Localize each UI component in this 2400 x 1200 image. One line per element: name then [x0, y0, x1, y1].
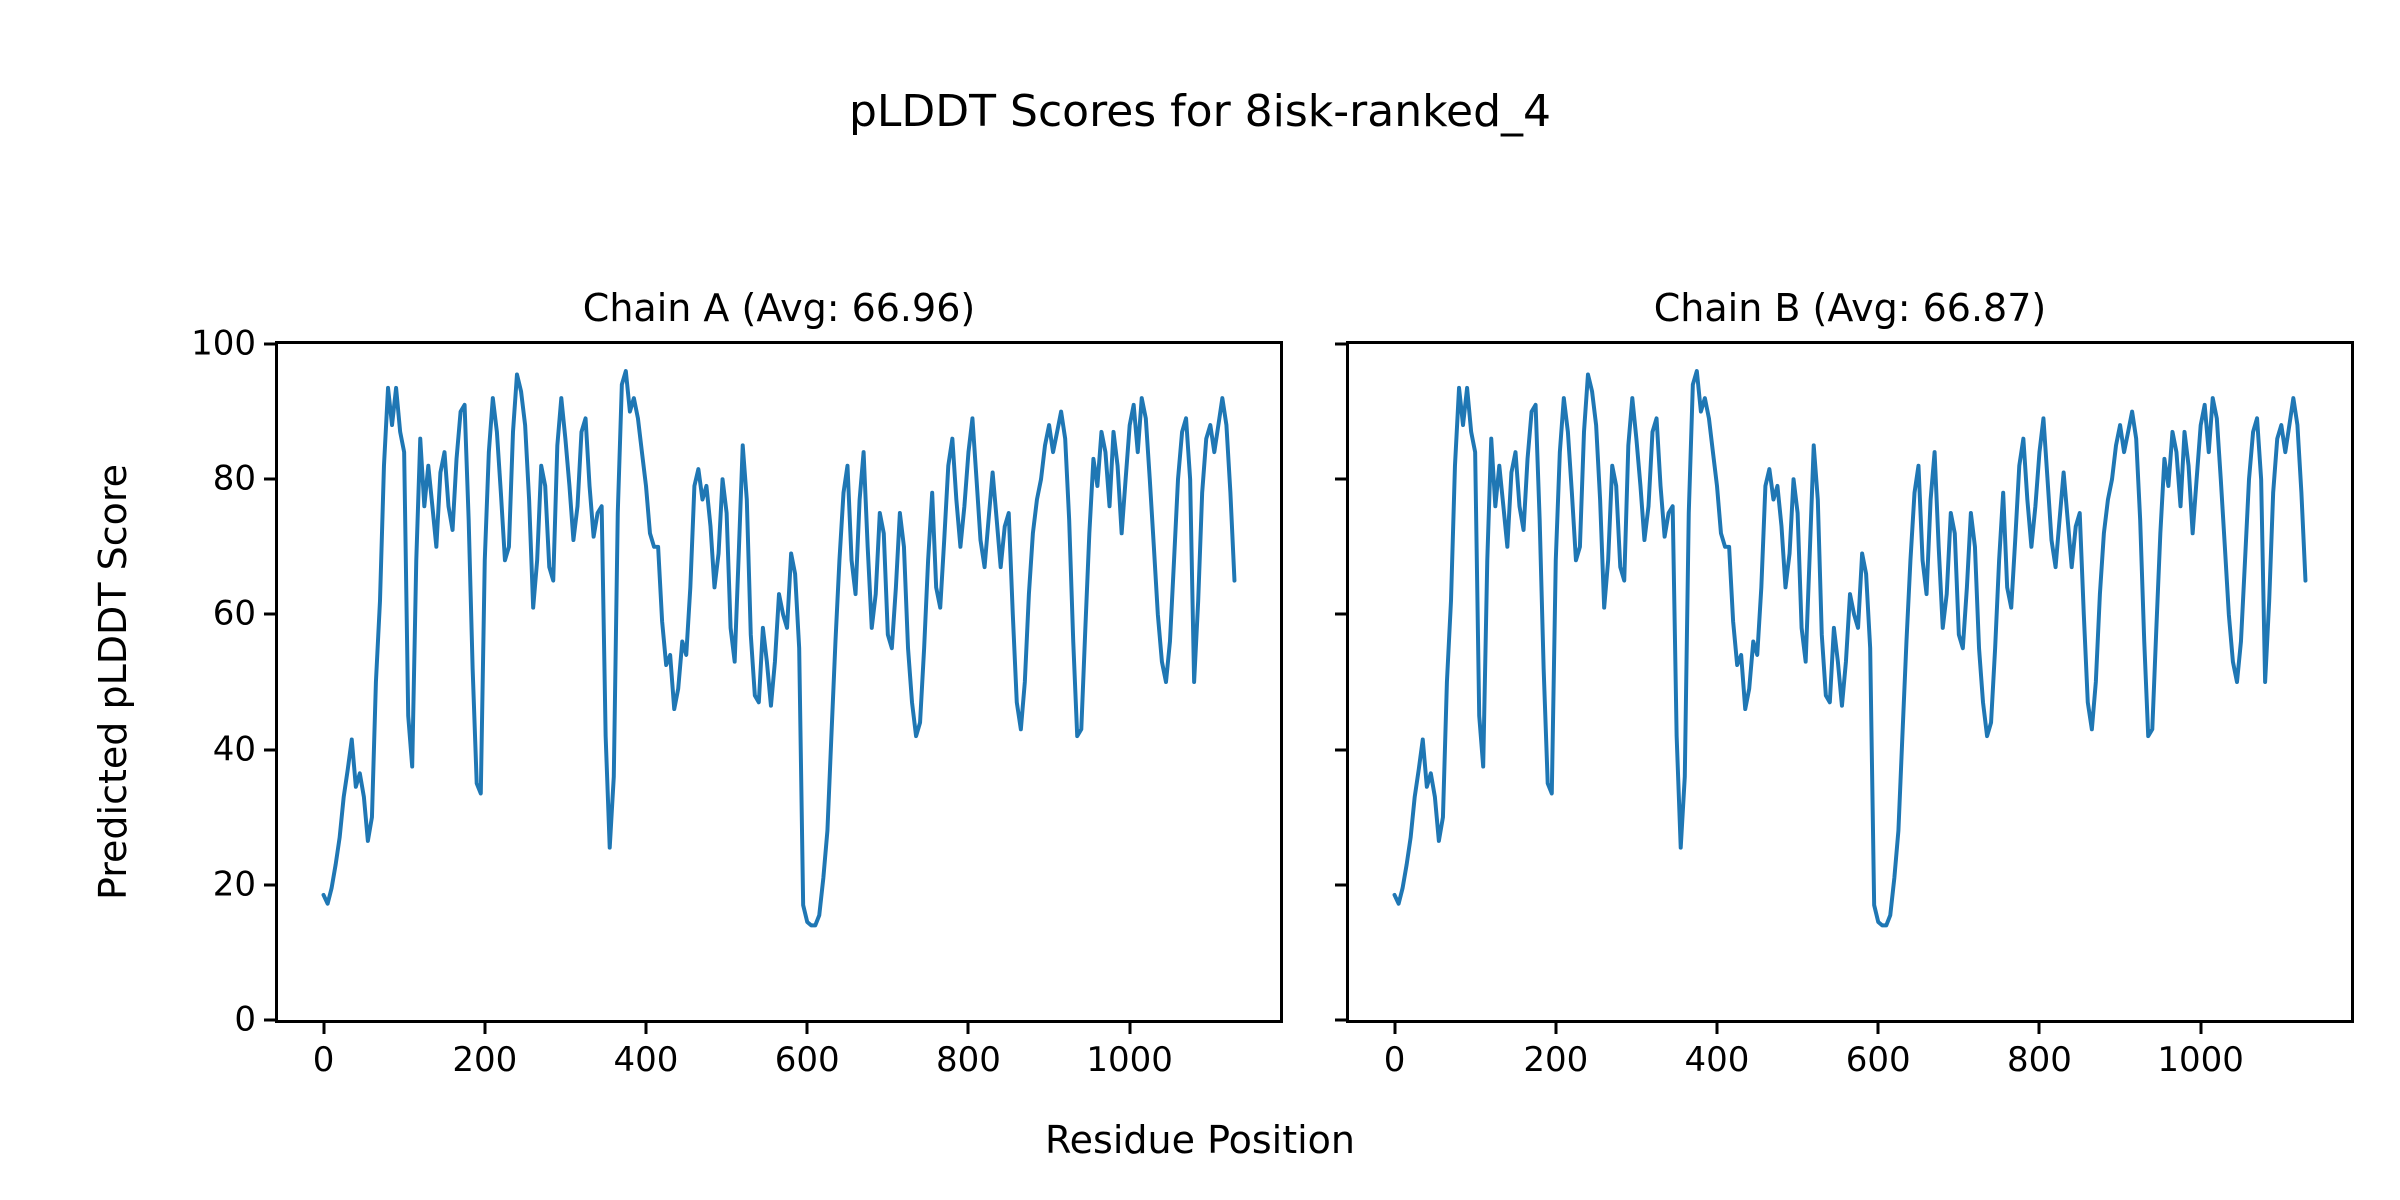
chain-b-subplot: Chain B (Avg: 66.87) 0 200 400 600 800 1000 — [1335, 286, 2354, 1079]
chain-a-title: Chain A (Avg: 66.96) — [582, 286, 976, 330]
y-tick-mark — [264, 748, 275, 752]
x-tick-mark — [966, 1023, 970, 1034]
x-tick-mark — [322, 1023, 326, 1034]
x-tick-label: 0 — [1383, 1040, 1406, 1080]
x-tick-label: 200 — [452, 1040, 518, 1080]
y-tick-label: 60 — [212, 593, 256, 634]
x-tick-label: 600 — [1845, 1040, 1911, 1080]
y-tick-mark — [1335, 748, 1346, 752]
y-axis-label: Predicted pLDDT Score — [91, 464, 135, 900]
x-axis-label: Residue Position — [1044, 1118, 1356, 1162]
chain-a-subplot: Chain A (Avg: 66.96) 0 200 400 600 800 1000 0 2… — [191, 286, 1283, 1079]
y-tick-label: 20 — [212, 864, 256, 905]
y-tick-mark — [1335, 883, 1346, 887]
y-tick-label: 40 — [212, 728, 256, 769]
y-tick-mark — [264, 883, 275, 887]
y-tick-mark — [264, 1018, 275, 1022]
x-tick-mark — [1554, 1023, 1558, 1034]
y-tick-mark — [1335, 612, 1346, 616]
x-tick-label: 200 — [1523, 1040, 1589, 1080]
y-tick-mark — [264, 342, 275, 346]
y-tick-mark — [264, 477, 275, 481]
y-tick-label: 80 — [212, 458, 256, 499]
x-tick-mark — [1393, 1023, 1397, 1034]
x-tick-mark — [1876, 1023, 1880, 1034]
figure-title: pLDDT Scores for 8isk-ranked_4 — [848, 86, 1552, 137]
y-tick-label: 100 — [191, 323, 256, 364]
x-tick-label: 800 — [2006, 1040, 2072, 1080]
x-tick-label: 800 — [935, 1040, 1001, 1080]
x-tick-mark — [1128, 1023, 1132, 1034]
chain-b-title: Chain B (Avg: 66.87) — [1653, 286, 2047, 330]
x-tick-mark — [1715, 1023, 1719, 1034]
x-tick-mark — [2037, 1023, 2041, 1034]
x-tick-mark — [644, 1023, 648, 1034]
x-tick-label: 600 — [774, 1040, 840, 1080]
y-tick-mark — [1335, 342, 1346, 346]
x-tick-mark — [483, 1023, 487, 1034]
x-tick-label: 1000 — [2157, 1040, 2244, 1080]
x-tick-label: 400 — [613, 1040, 679, 1080]
chain-a-line-plot — [321, 369, 1237, 928]
y-tick-mark — [264, 612, 275, 616]
x-tick-label: 0 — [312, 1040, 335, 1080]
x-tick-mark — [805, 1023, 809, 1034]
x-tick-label: 400 — [1684, 1040, 1750, 1080]
chain-b-line-plot — [1392, 369, 2308, 928]
y-tick-mark — [1335, 1018, 1346, 1022]
x-tick-mark — [2199, 1023, 2203, 1034]
x-tick-label: 1000 — [1086, 1040, 1173, 1080]
y-tick-mark — [1335, 477, 1346, 481]
y-tick-label: 0 — [234, 999, 256, 1040]
